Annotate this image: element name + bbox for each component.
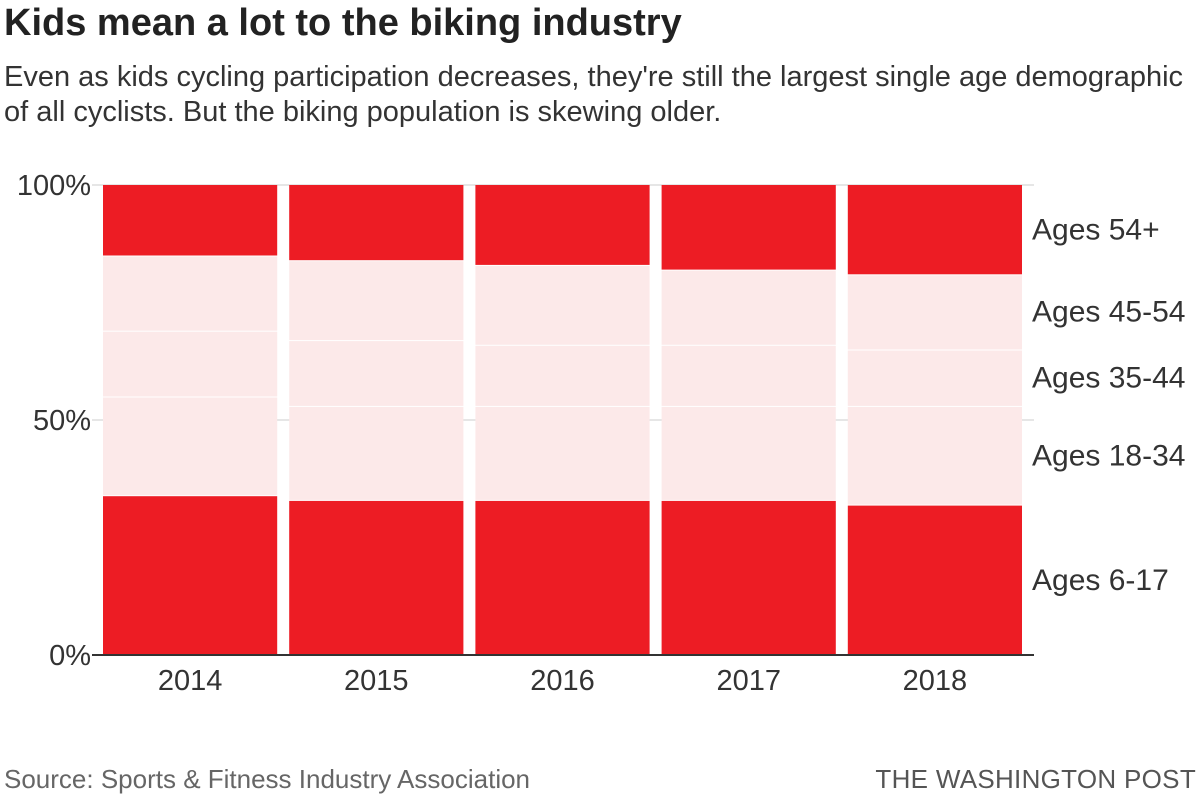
series-label-ages-45-54: Ages 45-54: [1032, 296, 1185, 329]
bar-segment-2016-ages-18-34: [475, 406, 650, 500]
bar-segment-2015-ages-54-: [289, 185, 464, 261]
x-tick-label: 2018: [903, 665, 968, 697]
bar-segment-2014-ages-35-44: [103, 331, 278, 397]
bar-segment-2018-ages-35-44: [847, 350, 1022, 406]
series-label-ages-18-34: Ages 18-34: [1032, 439, 1185, 472]
bar-segment-2018-ages-18-34: [847, 406, 1022, 505]
chart-subtitle: Even as kids cycling participation decre…: [4, 61, 1184, 128]
x-tick-label: 2015: [344, 665, 409, 697]
x-tick-label: 2017: [716, 665, 781, 697]
source-note: Source: Sports & Fitness Industry Associ…: [4, 764, 531, 794]
chart-title: Kids mean a lot to the biking industry: [4, 2, 682, 44]
bar-segment-2018-ages-6-17: [847, 505, 1022, 655]
publisher-credit: THE WASHINGTON POST: [875, 764, 1196, 794]
bar-segment-2014-ages-6-17: [103, 496, 278, 655]
bar-segment-2015-ages-6-17: [289, 500, 464, 655]
bar-segment-2016-ages-35-44: [475, 345, 650, 406]
bar-segment-2016-ages-6-17: [475, 500, 650, 655]
bar-segment-2017-ages-45-54: [661, 270, 836, 345]
bar-segment-2015-ages-35-44: [289, 341, 464, 406]
bar-segment-2016-ages-45-54: [475, 265, 650, 345]
x-tick-label: 2016: [530, 665, 595, 697]
y-tick-label: 50%: [33, 405, 91, 437]
x-tick-label: 2014: [158, 665, 223, 697]
bar-segment-2017-ages-54-: [661, 185, 836, 270]
bar-segment-2016-ages-54-: [475, 185, 650, 265]
bar-segment-2017-ages-6-17: [661, 500, 836, 655]
bar-segment-2017-ages-18-34: [661, 406, 836, 500]
bar-segment-2018-ages-45-54: [847, 275, 1022, 350]
series-label-ages-6-17: Ages 6-17: [1032, 564, 1169, 597]
bar-segment-2015-ages-45-54: [289, 261, 464, 341]
series-label-ages-35-44: Ages 35-44: [1032, 362, 1185, 395]
bar-segment-2018-ages-54-: [847, 185, 1022, 275]
bar-segment-2017-ages-35-44: [661, 345, 836, 406]
y-tick-label: 0%: [49, 640, 91, 672]
bar-stacks: [103, 185, 1022, 655]
bar-segment-2014-ages-18-34: [103, 397, 278, 496]
y-tick-label: 100%: [17, 170, 91, 202]
series-label-ages-54-: Ages 54+: [1032, 214, 1160, 247]
bar-segment-2014-ages-54-: [103, 185, 278, 256]
bar-segment-2014-ages-45-54: [103, 256, 278, 331]
bar-segment-2015-ages-18-34: [289, 406, 464, 500]
axes: 0% 50% 100% 2014 2015 2016 2017 2018: [17, 170, 1034, 697]
series-labels: Ages 6-17 Ages 18-34 Ages 35-44 Ages 45-54 A…: [1032, 214, 1185, 597]
